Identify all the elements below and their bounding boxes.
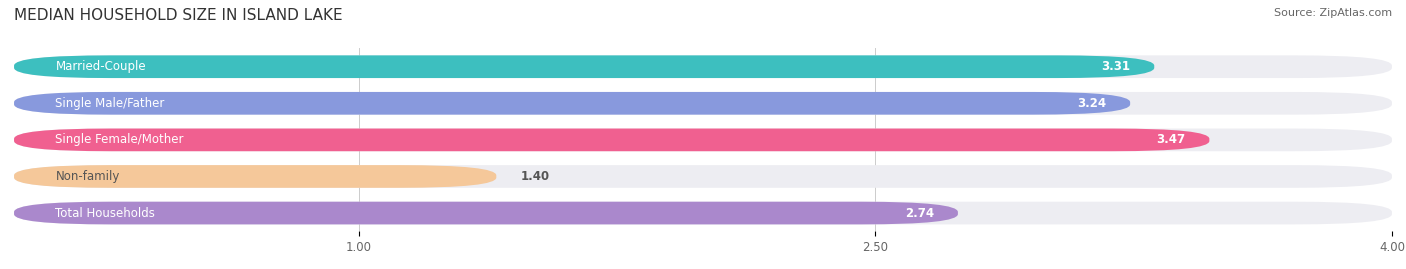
FancyBboxPatch shape xyxy=(14,202,957,224)
Text: Non-family: Non-family xyxy=(55,170,120,183)
FancyBboxPatch shape xyxy=(14,55,1392,78)
Text: 2.74: 2.74 xyxy=(904,207,934,220)
FancyBboxPatch shape xyxy=(14,165,496,188)
FancyBboxPatch shape xyxy=(14,202,1392,224)
Text: MEDIAN HOUSEHOLD SIZE IN ISLAND LAKE: MEDIAN HOUSEHOLD SIZE IN ISLAND LAKE xyxy=(14,8,343,23)
Text: 3.24: 3.24 xyxy=(1077,97,1107,110)
FancyBboxPatch shape xyxy=(14,129,1209,151)
FancyBboxPatch shape xyxy=(14,129,1392,151)
FancyBboxPatch shape xyxy=(14,92,1130,115)
Text: Source: ZipAtlas.com: Source: ZipAtlas.com xyxy=(1274,8,1392,18)
FancyBboxPatch shape xyxy=(14,165,1392,188)
Text: 3.47: 3.47 xyxy=(1156,133,1185,146)
Text: Total Households: Total Households xyxy=(55,207,155,220)
Text: Single Male/Father: Single Male/Father xyxy=(55,97,165,110)
FancyBboxPatch shape xyxy=(14,92,1392,115)
Text: 1.40: 1.40 xyxy=(520,170,550,183)
FancyBboxPatch shape xyxy=(14,55,1154,78)
Text: 3.31: 3.31 xyxy=(1101,60,1130,73)
Text: Single Female/Mother: Single Female/Mother xyxy=(55,133,184,146)
Text: Married-Couple: Married-Couple xyxy=(55,60,146,73)
